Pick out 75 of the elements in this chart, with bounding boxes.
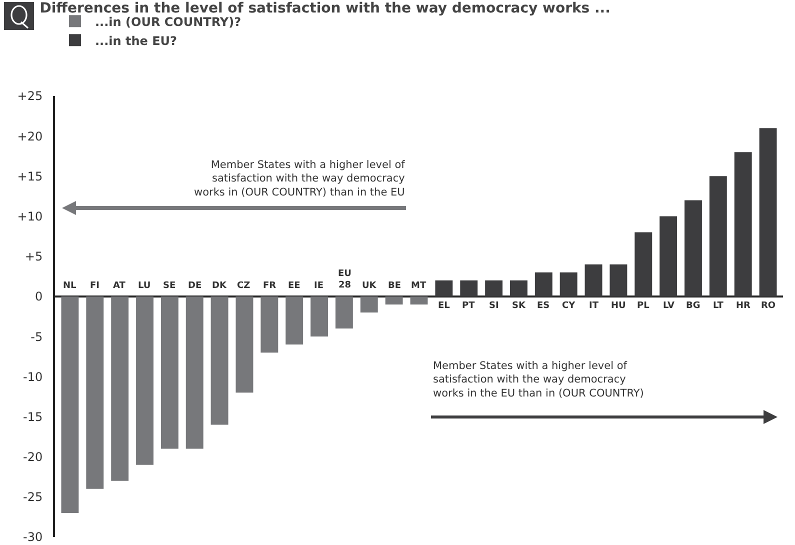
x-tick-label: LV <box>663 301 674 311</box>
y-tick-label: -15 <box>22 410 43 424</box>
bar <box>734 152 752 296</box>
bar <box>584 264 602 296</box>
x-tick-label: DK <box>212 281 228 291</box>
bar <box>286 296 304 345</box>
bar <box>759 128 777 296</box>
y-tick-label: +15 <box>17 169 43 184</box>
bar <box>136 296 154 465</box>
x-tick-label: NL <box>63 281 77 291</box>
x-tick-label: UK <box>362 281 378 291</box>
y-tick-label: +5 <box>24 250 43 264</box>
bar <box>660 216 678 296</box>
x-tick-label: EL <box>438 301 450 311</box>
x-tick-label: AT <box>113 281 126 291</box>
bar <box>86 296 104 489</box>
y-tick-label: 0 <box>34 290 43 304</box>
x-tick-label: HR <box>736 301 751 311</box>
bar <box>186 296 204 449</box>
y-tick-label: -20 <box>22 450 43 464</box>
x-tick-label: EE <box>288 281 300 291</box>
x-tick-label: CZ <box>237 281 251 291</box>
legend-label: ...in the EU? <box>95 34 178 48</box>
bar <box>385 296 403 304</box>
x-tick-label: DE <box>188 281 202 291</box>
bar <box>709 176 727 296</box>
chart-title: Differences in the level of satisfaction with the way democracy works ... <box>40 0 610 17</box>
x-tick-label: BG <box>686 301 700 311</box>
bar <box>236 296 254 393</box>
x-tick-label: PL <box>637 301 650 311</box>
bar <box>260 296 278 353</box>
bar <box>210 296 228 425</box>
x-tick-label: EU 28 <box>338 269 352 291</box>
x-tick-label: LT <box>713 301 724 311</box>
y-tick-label: +20 <box>17 129 43 144</box>
bar <box>684 200 702 296</box>
y-tick-label: +10 <box>17 209 43 224</box>
x-tick-label: SK <box>512 301 526 311</box>
x-tick-label: IE <box>314 281 324 291</box>
bar <box>560 272 578 296</box>
y-tick-label: +25 <box>17 89 43 104</box>
x-tick-label: CY <box>562 301 576 311</box>
bar <box>435 280 453 296</box>
y-tick-label: -10 <box>22 370 43 384</box>
x-tick-label: RO <box>761 301 776 311</box>
x-tick-label: LU <box>138 281 151 291</box>
annotation: Member States with a higher level of satisfaction with the way democracy works in the EU than in (OUR COUNTRY) <box>433 360 644 400</box>
bar <box>61 296 79 513</box>
bar <box>460 280 478 296</box>
x-tick-label: HU <box>611 301 626 311</box>
bar <box>534 272 552 296</box>
bar <box>111 296 129 481</box>
y-tick-label: -30 <box>22 530 43 544</box>
x-tick-label: SE <box>163 281 176 291</box>
bar <box>634 232 652 296</box>
bar <box>360 296 378 312</box>
legend-label: ...in (OUR COUNTRY)? <box>95 14 242 29</box>
bar <box>510 280 528 296</box>
bar <box>410 296 428 304</box>
x-tick-label: FR <box>263 281 276 291</box>
y-tick-label: -25 <box>22 490 43 504</box>
annotation: Member States with a higher level of satisfaction with the way democracy works in (OUR COUNTRY) than in the EU <box>194 159 406 198</box>
x-tick-label: BE <box>388 281 402 291</box>
x-tick-label: MT <box>411 281 427 291</box>
x-tick-label: PT <box>462 301 476 311</box>
bar <box>310 296 328 337</box>
x-tick-label: FI <box>90 281 100 291</box>
bar <box>610 264 628 296</box>
bar <box>485 280 503 296</box>
y-tick-label: -5 <box>30 330 43 344</box>
bar <box>160 296 178 449</box>
x-tick-label: ES <box>537 301 550 311</box>
x-tick-label: SI <box>489 301 499 311</box>
x-tick-label: IT <box>589 301 600 311</box>
bar <box>335 296 353 329</box>
